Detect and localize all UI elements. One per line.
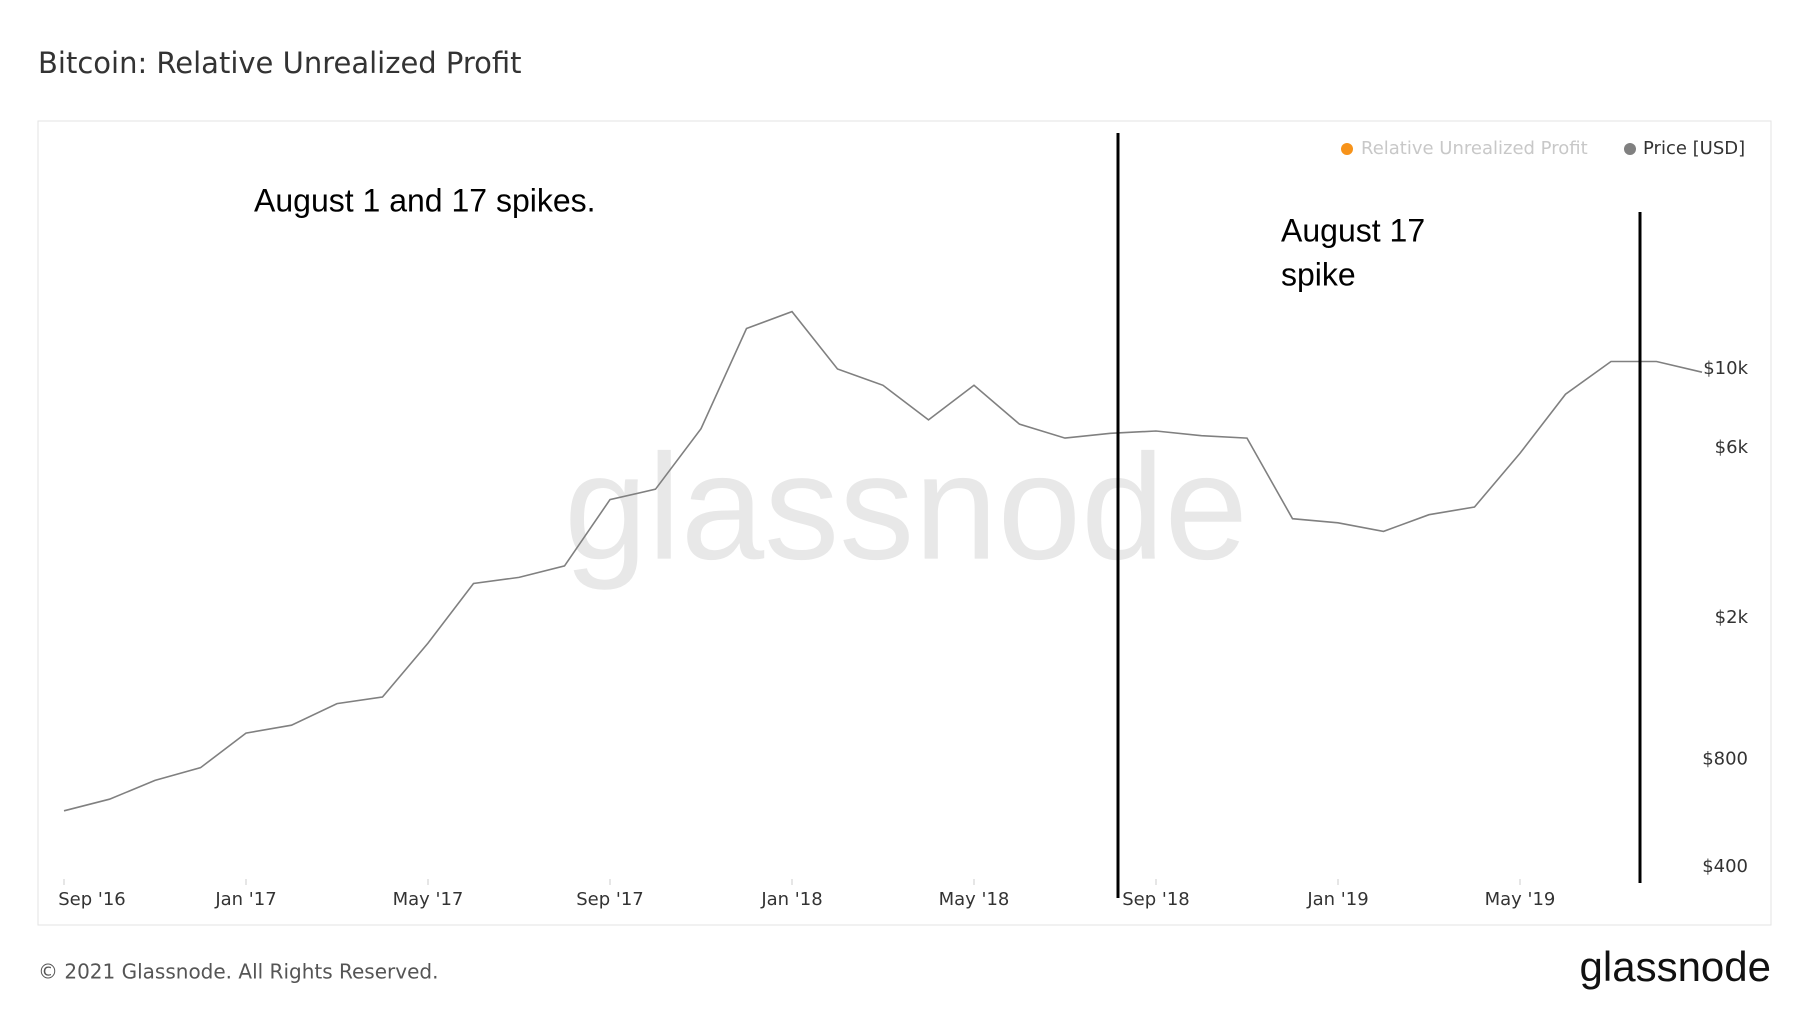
legend-marker[interactable] xyxy=(1341,143,1353,155)
x-tick-label: Jan '19 xyxy=(1306,889,1368,910)
price-line xyxy=(63,310,1703,812)
x-tick-label: Jan '18 xyxy=(760,889,822,910)
legend-label[interactable]: Price [USD] xyxy=(1643,138,1745,159)
copyright: © 2021 Glassnode. All Rights Reserved. xyxy=(38,960,438,984)
chart-title: Bitcoin: Relative Unrealized Profit xyxy=(38,46,522,80)
annotation: spike xyxy=(1281,256,1356,292)
x-tick-label: May '18 xyxy=(939,889,1010,910)
x-tick-label: Jan '17 xyxy=(214,889,276,910)
y-tick-label: $6k xyxy=(1715,437,1749,458)
plot-frame xyxy=(37,120,1772,926)
y-tick-label: $800 xyxy=(1702,749,1748,770)
x-tick-label: Sep '18 xyxy=(1122,889,1190,910)
x-tick-label: May '17 xyxy=(393,889,464,910)
x-tick-label: Sep '16 xyxy=(58,889,126,910)
y-tick-label: $400 xyxy=(1702,856,1748,877)
annotation: August 17 xyxy=(1281,212,1425,248)
x-tick-label: Sep '17 xyxy=(576,889,644,910)
logo: glassnode xyxy=(1580,943,1771,990)
watermark: glassnode xyxy=(564,423,1248,591)
x-tick-label: May '19 xyxy=(1485,889,1556,910)
legend-marker[interactable] xyxy=(1624,143,1636,155)
y-tick-label: $10k xyxy=(1703,358,1748,379)
annotation: August 1 and 17 spikes. xyxy=(254,182,596,218)
plot-area: $400 $800 $2k $6k $10k Sep '16 Jan '17 May '17 S… xyxy=(58,310,1749,910)
legend-label[interactable]: Relative Unrealized Profit xyxy=(1361,138,1588,159)
y-tick-label: $2k xyxy=(1715,607,1749,628)
